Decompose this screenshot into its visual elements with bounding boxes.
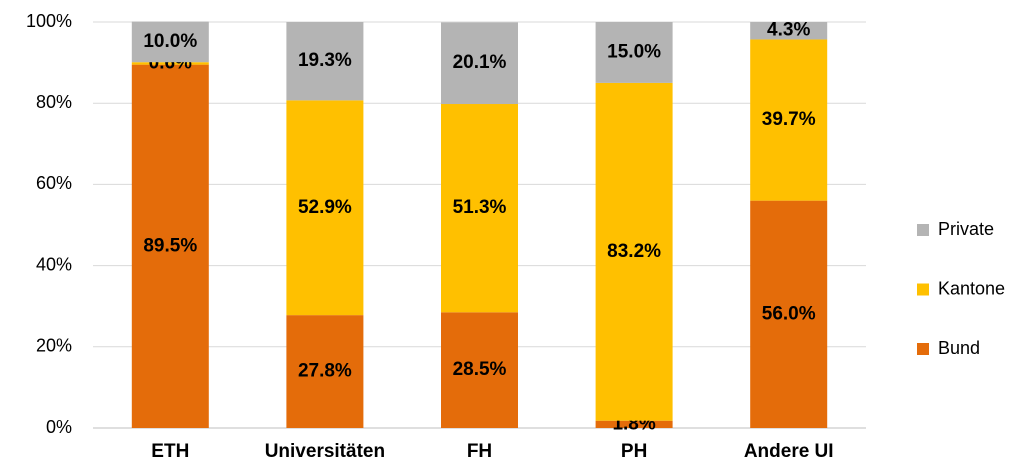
data-label: 89.5% xyxy=(143,235,197,256)
bar-segment xyxy=(131,62,209,65)
data-label: 4.3% xyxy=(767,20,810,41)
bar-segment xyxy=(750,39,828,201)
data-label: 20.1% xyxy=(453,52,507,73)
legend-label: Kantone xyxy=(938,278,1005,298)
bar-segment xyxy=(286,315,364,428)
x-tick-label: PH xyxy=(621,441,647,462)
bar-segment xyxy=(441,312,518,428)
data-label: 56.0% xyxy=(762,303,816,324)
x-tick-label: ETH xyxy=(151,441,189,462)
x-tick-label: Andere UI xyxy=(744,441,834,462)
bar-segment xyxy=(595,420,673,428)
data-label: 27.8% xyxy=(298,361,352,382)
y-tick-label: 80% xyxy=(36,92,72,112)
bar-segment xyxy=(750,22,828,40)
data-label: 28.5% xyxy=(453,359,507,380)
legend-label: Bund xyxy=(938,338,980,358)
x-tick-label: Universitäten xyxy=(265,441,385,462)
data-label: 83.2% xyxy=(607,241,661,262)
y-tick-label: 20% xyxy=(36,336,72,356)
legend-swatch xyxy=(917,283,929,296)
bar-segment xyxy=(441,22,518,105)
legend-label: Private xyxy=(938,219,994,239)
bar-segment xyxy=(286,22,364,101)
bar-segment xyxy=(595,82,673,421)
bar-segment xyxy=(286,100,364,316)
bar-segment xyxy=(131,21,209,63)
y-tick-label: 60% xyxy=(36,173,72,193)
y-tick-label: 0% xyxy=(46,417,72,437)
bar-segment xyxy=(441,104,518,313)
data-label: 39.7% xyxy=(762,109,816,130)
legend-swatch xyxy=(917,343,929,355)
y-tick-label: 40% xyxy=(36,254,72,274)
data-label: 15.0% xyxy=(607,41,661,62)
data-label: 19.3% xyxy=(298,50,352,71)
y-tick-label: 100% xyxy=(26,11,72,31)
legend-swatch xyxy=(917,224,929,236)
bar-segment xyxy=(750,200,828,428)
data-label: 51.3% xyxy=(453,197,507,218)
bar-segment xyxy=(595,22,673,83)
bar-segment xyxy=(131,64,209,428)
x-tick-label: FH xyxy=(467,441,492,462)
data-label: 10.0% xyxy=(143,31,197,52)
data-label: 52.9% xyxy=(298,197,352,218)
